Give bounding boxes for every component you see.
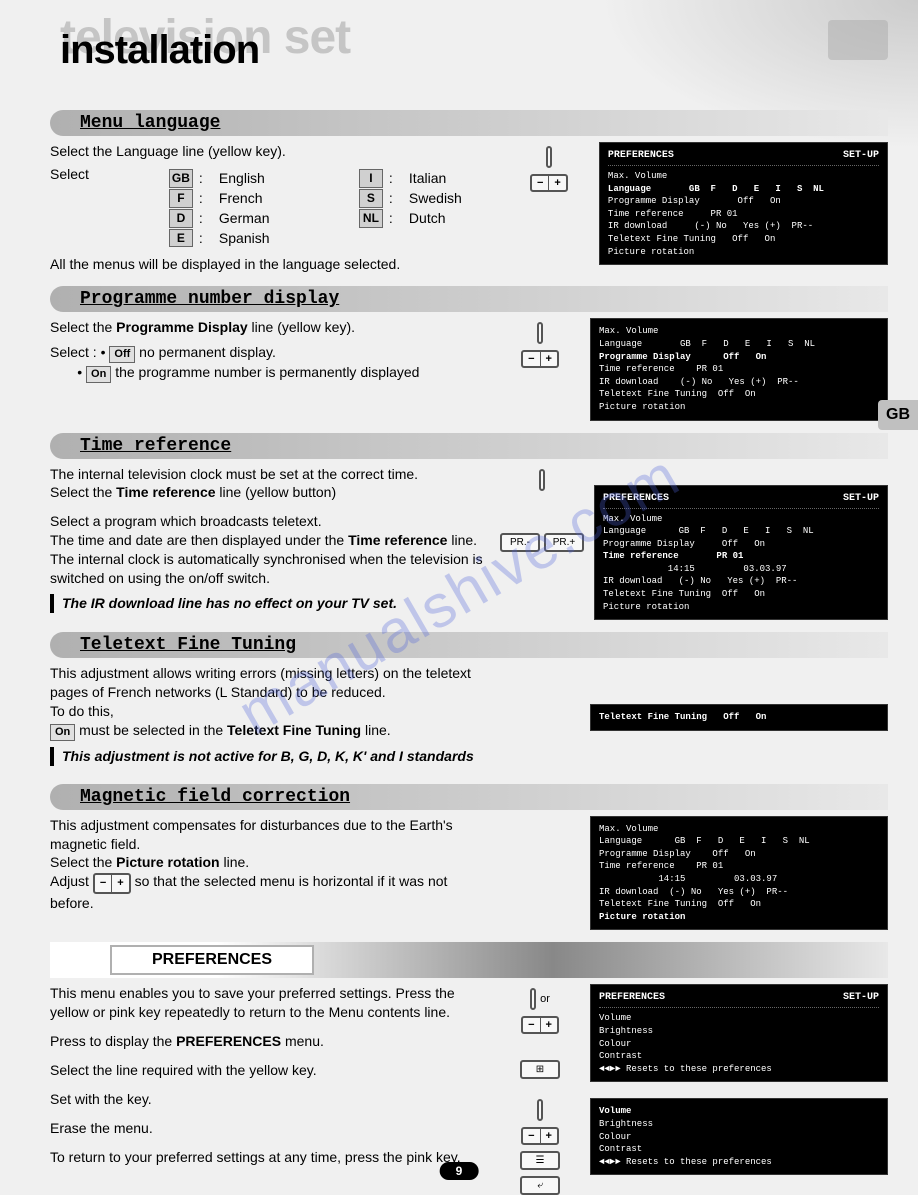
remote-vertical-icon <box>546 146 552 168</box>
menu-language-text: Select the Language line (yellow key). S… <box>50 142 499 274</box>
section-header-menu-language: Menu language <box>50 110 888 136</box>
section-header-preferences: PREFERENCES <box>110 945 314 975</box>
preferences-text: This menu enables you to save your prefe… <box>50 984 490 1195</box>
page-number: 9 <box>440 1162 479 1180</box>
pr-plus-button: PR.+ <box>544 533 584 552</box>
remote-grid-icon: ⊞ <box>520 1060 560 1079</box>
pr-minus-button: PR.- <box>500 533 540 552</box>
lang-code-i: I <box>359 169 383 188</box>
remote-vertical-icon <box>530 988 536 1010</box>
lang-code-d: D <box>169 209 193 228</box>
note-ir-download: The IR download line has no effect on yo… <box>50 594 490 613</box>
programme-number-text: Select the Programme Display line (yello… <box>50 318 490 420</box>
tv-screen-teletext: Teletext Fine Tuning Off On <box>590 704 888 731</box>
section-header-time-reference: Time reference <box>50 433 888 459</box>
lang-code-s: S <box>359 189 383 208</box>
tv-screen-time-reference: PREFERENCESSET-UP Max. Volume Language G… <box>594 485 888 621</box>
page-title: installation <box>60 28 259 73</box>
tv-screen-menu-language: PREFERENCESSET-UP Max. Volume Language G… <box>599 142 888 265</box>
tv-screen-preferences-1: PREFERENCESSET-UP Volume Brightness Colo… <box>590 984 888 1082</box>
magnetic-text: This adjustment compensates for disturba… <box>50 816 490 931</box>
time-reference-text: The internal television clock must be se… <box>50 465 490 621</box>
on-badge: On <box>50 724 75 741</box>
tv-screen-programme-number: Max. Volume Language GB F D E I S NL Pro… <box>590 318 888 420</box>
teletext-text: This adjustment allows writing errors (m… <box>50 664 490 771</box>
remote-vertical-icon <box>537 1099 543 1121</box>
off-badge: Off <box>109 346 135 363</box>
language-tab: GB <box>878 400 918 430</box>
section-header-teletext: Teletext Fine Tuning <box>50 632 888 658</box>
remote-menu-icon: ☰ <box>520 1151 560 1170</box>
remote-vertical-icon <box>539 469 545 491</box>
tv-screen-magnetic: Max. Volume Language GB F D E I S NL Pro… <box>590 816 888 931</box>
remote-plusminus-icon: −+ <box>521 1016 559 1034</box>
lang-code-e: E <box>169 229 193 248</box>
on-badge: On <box>86 366 111 383</box>
note-teletext-standards: This adjustment is not active for B, G, … <box>50 747 490 766</box>
section-header-magnetic: Magnetic field correction <box>50 784 888 810</box>
remote-vertical-icon <box>537 322 543 344</box>
plusminus-icon: −+ <box>93 873 131 894</box>
remote-return-icon: ⤶ <box>520 1176 560 1195</box>
lang-code-f: F <box>169 189 193 208</box>
lang-code-gb: GB <box>169 169 193 188</box>
remote-plusminus-icon: −+ <box>521 1127 559 1145</box>
section-header-programme-number: Programme number display <box>50 286 888 312</box>
tv-screen-preferences-2: Volume Brightness Colour Contrast ◄◄►► R… <box>590 1098 888 1175</box>
lang-code-nl: NL <box>359 209 383 228</box>
remote-plusminus-icon: −+ <box>521 350 559 368</box>
decorative-image-corner <box>828 20 888 60</box>
remote-plusminus-icon: −+ <box>530 174 568 192</box>
